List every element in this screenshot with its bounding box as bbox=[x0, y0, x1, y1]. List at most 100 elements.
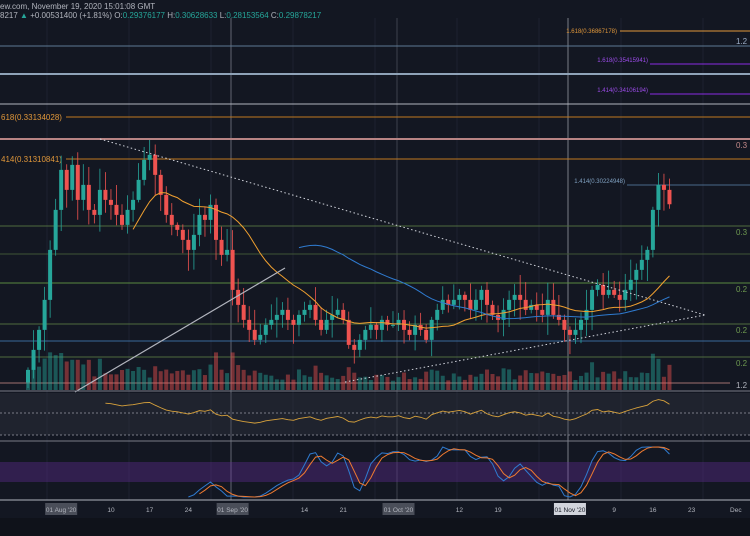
volume-bar bbox=[661, 376, 666, 390]
volume-bar bbox=[606, 373, 611, 390]
volume-bar bbox=[402, 372, 407, 390]
date-tick-label: 12 bbox=[456, 507, 464, 514]
volume-bar bbox=[285, 374, 290, 390]
symbol-tail: 8217 bbox=[0, 11, 18, 20]
date-tick-label: 24 bbox=[185, 507, 193, 514]
time-axis[interactable]: 01 Aug '20 10 17 24 01 Sep '20 14 21 01 Oct '20… bbox=[45, 503, 742, 515]
candle-body bbox=[512, 294, 517, 300]
candle-body bbox=[606, 289, 611, 295]
candle-body bbox=[236, 289, 241, 305]
candle-body bbox=[252, 329, 257, 340]
candle-body bbox=[584, 309, 589, 320]
volume-bar bbox=[540, 371, 545, 390]
price-change: +0.00531400 (+1.81%) bbox=[30, 11, 113, 20]
candle-body bbox=[81, 184, 86, 200]
volume-bar bbox=[114, 374, 119, 390]
volume-bar bbox=[567, 371, 572, 390]
candle-body bbox=[153, 154, 158, 175]
volume-bar bbox=[31, 367, 36, 390]
candle-body bbox=[457, 294, 462, 300]
volume-bar bbox=[501, 368, 506, 390]
candle-body bbox=[31, 349, 36, 370]
candle-body bbox=[374, 324, 379, 330]
volume-bar bbox=[385, 376, 390, 390]
volume-bar bbox=[97, 358, 102, 390]
candle-body bbox=[330, 314, 335, 320]
candle-body bbox=[59, 169, 64, 210]
stoch-band bbox=[0, 462, 750, 482]
candle-body bbox=[551, 299, 556, 315]
volume-bar bbox=[81, 364, 86, 390]
candle-body bbox=[446, 299, 451, 305]
candle-body bbox=[645, 249, 650, 260]
volume-bar bbox=[363, 376, 368, 390]
candle-body bbox=[158, 174, 163, 195]
candle-body bbox=[413, 324, 418, 335]
volume-bar bbox=[341, 375, 346, 390]
candle-body bbox=[291, 319, 296, 325]
candle-body bbox=[429, 319, 434, 340]
candle-body bbox=[363, 329, 368, 340]
volume-bar bbox=[147, 377, 152, 390]
candle-body bbox=[202, 214, 207, 220]
volume-bar bbox=[473, 376, 478, 390]
volume-bar bbox=[562, 374, 567, 390]
fib-label: 1.618(0.36867178) bbox=[566, 29, 617, 35]
volume-bar bbox=[269, 375, 274, 390]
fib-label: 414(0.31310841) bbox=[1, 155, 62, 164]
candle-body bbox=[120, 214, 125, 225]
volume-bar bbox=[319, 372, 324, 390]
volume-bar bbox=[70, 359, 75, 390]
volume-bar bbox=[617, 378, 622, 390]
candle-body bbox=[617, 294, 622, 300]
volume-bar bbox=[236, 365, 241, 390]
descending-trendline[interactable] bbox=[99, 138, 706, 316]
volume-bar bbox=[623, 371, 628, 390]
candle-body bbox=[567, 329, 572, 335]
support-trendline[interactable] bbox=[74, 267, 286, 393]
sma-fast-line bbox=[132, 192, 670, 329]
low-label: L: bbox=[219, 11, 227, 20]
right-label: 0.2 bbox=[736, 285, 748, 294]
chart-source-timestamp: ew.com, November 19, 2020 15:01:08 GMT bbox=[0, 2, 156, 11]
date-tick-label: 21 bbox=[340, 507, 348, 514]
candle-body bbox=[335, 309, 340, 315]
candle-body bbox=[435, 309, 440, 320]
volume-bar bbox=[357, 377, 362, 390]
candle-body bbox=[53, 209, 58, 250]
candle-body bbox=[219, 239, 224, 255]
volume-bar bbox=[153, 366, 158, 390]
candle-body bbox=[186, 239, 191, 250]
candle-body bbox=[667, 189, 672, 205]
volume-bar bbox=[247, 375, 252, 390]
volume-bar bbox=[308, 376, 313, 390]
candle-body bbox=[64, 169, 69, 190]
candle-body bbox=[534, 304, 539, 310]
candle-body bbox=[125, 209, 130, 225]
candle-body bbox=[540, 309, 545, 315]
volume-bar bbox=[518, 375, 523, 390]
candle-body bbox=[462, 294, 467, 300]
candle-body bbox=[661, 184, 666, 190]
ascending-trendline[interactable] bbox=[344, 314, 706, 383]
volume-bar bbox=[650, 353, 655, 390]
volume-bars bbox=[26, 352, 672, 390]
candle-body bbox=[285, 309, 290, 320]
candle-body bbox=[529, 304, 534, 310]
candle-body bbox=[501, 309, 506, 320]
volume-bar bbox=[136, 367, 141, 390]
volume-bar bbox=[529, 372, 534, 390]
candle-body bbox=[634, 269, 639, 280]
volume-bar bbox=[645, 373, 650, 390]
candle-body bbox=[628, 279, 633, 290]
candle-body bbox=[523, 299, 528, 310]
candle-body bbox=[623, 289, 628, 300]
ohlc-readout: 8217 ▲ +0.00531400 (+1.81%) O:0.29376177… bbox=[0, 11, 321, 20]
volume-bar bbox=[280, 379, 285, 390]
candle-body bbox=[48, 249, 53, 300]
rsi-band bbox=[0, 393, 750, 435]
volume-bar bbox=[92, 376, 97, 390]
volume-bar bbox=[42, 358, 47, 390]
